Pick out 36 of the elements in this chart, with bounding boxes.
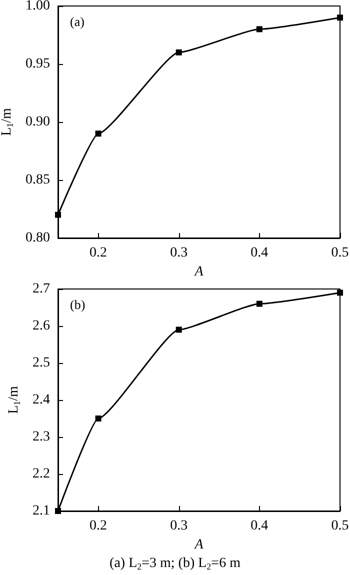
y-tick-label: 2.3 [32, 430, 50, 444]
y-tick-label: 2.7 [32, 282, 50, 296]
y-tick-label: 2.1 [32, 504, 50, 518]
point [256, 300, 262, 307]
point [55, 212, 61, 218]
y-axis-title: L1/m [6, 386, 22, 414]
point [176, 49, 182, 56]
x-tick-label: 0.2 [90, 518, 108, 534]
point [256, 26, 262, 32]
point [337, 14, 343, 21]
y-tick-label: 0.95 [26, 56, 50, 72]
x-tick-label: 0.5 [331, 518, 349, 534]
y-tick-label: 0.85 [26, 172, 50, 188]
x-tick-label: 0.4 [250, 518, 268, 534]
x-axis-title: A [194, 264, 204, 280]
y-tick-label: 2.4 [32, 392, 50, 408]
text: (b) [70, 297, 86, 312]
point [55, 508, 61, 514]
x-tick-label: 0.4 [250, 246, 268, 260]
y-tick-label: 2.6 [32, 318, 50, 334]
point [337, 290, 343, 296]
x-tick-label: 0.2 [90, 246, 108, 260]
point [95, 130, 102, 137]
y-axis-title: L1/m [0, 108, 16, 136]
y-tick-label: 1.00 [26, 0, 50, 14]
y-tick-label: 0.80 [26, 230, 50, 246]
y-tick-label: 0.90 [26, 114, 50, 130]
point [95, 416, 102, 422]
text: (a) [70, 14, 84, 29]
x-tick-label: 0.3 [170, 518, 188, 534]
y-tick-label: 2.2 [32, 466, 50, 482]
x-tick-label: 0.3 [170, 246, 188, 260]
point [176, 326, 182, 333]
y-tick-label: 2.5 [32, 356, 50, 370]
x-axis-title: A [194, 537, 204, 552]
x-tick-label: 0.5 [331, 246, 349, 260]
